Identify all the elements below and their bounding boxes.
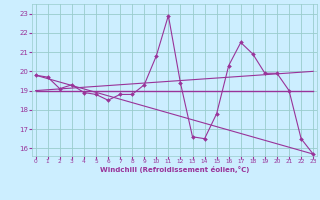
X-axis label: Windchill (Refroidissement éolien,°C): Windchill (Refroidissement éolien,°C) bbox=[100, 166, 249, 173]
